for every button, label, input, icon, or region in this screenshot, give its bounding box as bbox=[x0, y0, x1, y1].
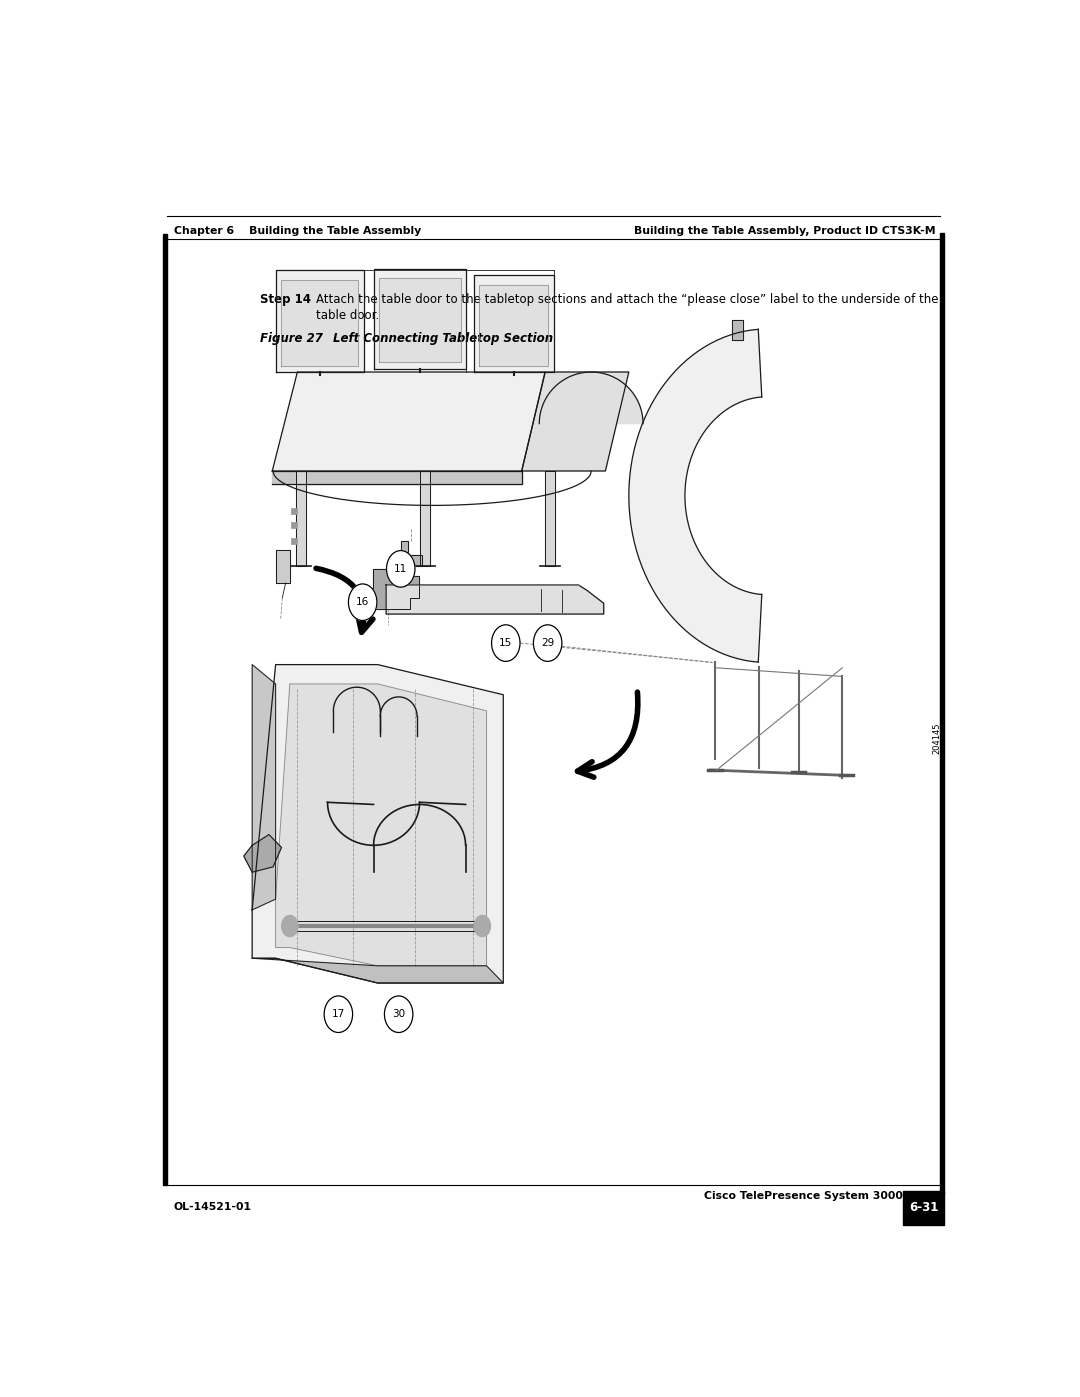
Text: 30: 30 bbox=[392, 1009, 405, 1020]
Text: OL-14521-01: OL-14521-01 bbox=[174, 1201, 252, 1211]
Text: Step 14: Step 14 bbox=[259, 293, 311, 306]
Polygon shape bbox=[275, 549, 289, 583]
Polygon shape bbox=[244, 834, 282, 872]
Polygon shape bbox=[253, 958, 503, 983]
Bar bbox=[903, 1190, 944, 1225]
Text: 16: 16 bbox=[356, 598, 369, 608]
Circle shape bbox=[534, 624, 562, 661]
Circle shape bbox=[491, 624, 521, 661]
Polygon shape bbox=[420, 471, 430, 566]
Polygon shape bbox=[272, 372, 545, 471]
Bar bbox=[291, 521, 297, 528]
Polygon shape bbox=[253, 665, 503, 983]
Polygon shape bbox=[275, 685, 486, 965]
Text: Attach the table door to the tabletop sections and attach the “please close” lab: Attach the table door to the tabletop se… bbox=[315, 293, 939, 306]
Polygon shape bbox=[401, 541, 422, 581]
Text: Building the Table Assembly, Product ID CTS3K-M: Building the Table Assembly, Product ID … bbox=[634, 225, 936, 236]
Circle shape bbox=[474, 915, 490, 937]
Polygon shape bbox=[253, 665, 275, 909]
Text: 204145: 204145 bbox=[932, 722, 942, 753]
Text: Chapter 6    Building the Table Assembly: Chapter 6 Building the Table Assembly bbox=[174, 225, 421, 236]
Bar bbox=[291, 507, 297, 514]
Bar bbox=[163, 235, 166, 1185]
Polygon shape bbox=[272, 471, 522, 483]
Polygon shape bbox=[539, 372, 643, 423]
FancyArrowPatch shape bbox=[578, 692, 638, 777]
Polygon shape bbox=[545, 471, 555, 566]
Polygon shape bbox=[522, 372, 629, 471]
Circle shape bbox=[282, 915, 298, 937]
Text: 11: 11 bbox=[394, 564, 407, 574]
Text: table door.: table door. bbox=[315, 309, 379, 321]
Text: 15: 15 bbox=[499, 638, 512, 648]
Circle shape bbox=[384, 996, 413, 1032]
Polygon shape bbox=[275, 270, 364, 372]
Polygon shape bbox=[387, 585, 604, 615]
Bar bbox=[291, 538, 297, 545]
Bar bbox=[941, 233, 944, 1194]
FancyArrowPatch shape bbox=[316, 569, 373, 633]
Polygon shape bbox=[474, 275, 554, 372]
Text: 6-31: 6-31 bbox=[909, 1201, 939, 1214]
Polygon shape bbox=[629, 330, 761, 662]
Polygon shape bbox=[480, 285, 549, 366]
Text: Cisco TelePresence System 3000: Cisco TelePresence System 3000 bbox=[704, 1192, 903, 1201]
Text: Left Connecting Tabletop Section: Left Connecting Tabletop Section bbox=[333, 332, 553, 345]
Text: 17: 17 bbox=[332, 1009, 345, 1020]
Circle shape bbox=[349, 584, 377, 620]
Circle shape bbox=[324, 996, 352, 1032]
Polygon shape bbox=[374, 268, 465, 369]
Polygon shape bbox=[281, 279, 359, 366]
Text: 29: 29 bbox=[541, 638, 554, 648]
Polygon shape bbox=[379, 278, 460, 362]
Circle shape bbox=[387, 550, 415, 587]
Polygon shape bbox=[296, 471, 306, 566]
Polygon shape bbox=[373, 569, 419, 609]
Polygon shape bbox=[732, 320, 743, 339]
Text: Figure 27: Figure 27 bbox=[259, 332, 323, 345]
